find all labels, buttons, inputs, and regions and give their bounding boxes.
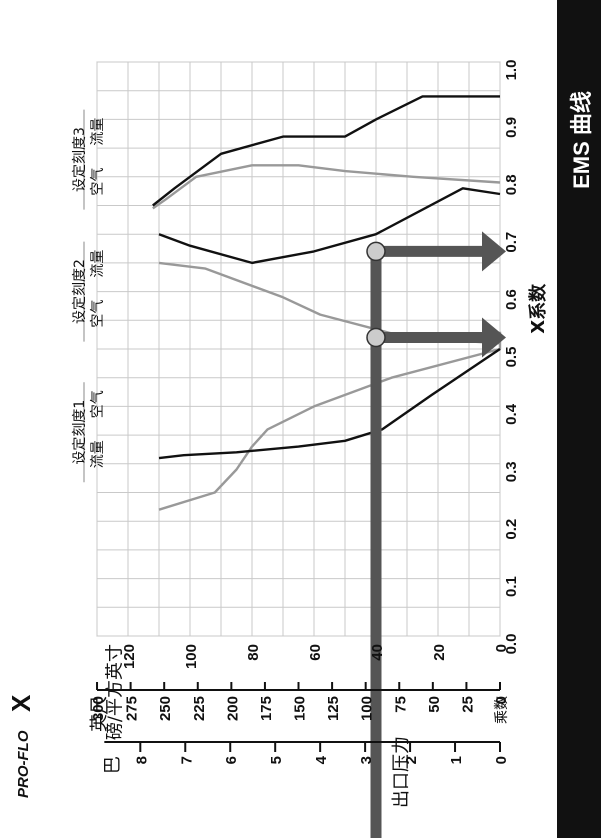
annotation-label-b: 空气 <box>90 390 106 418</box>
brand-logo: PRO-FLO X <box>6 694 36 798</box>
annotation-setting: 设定刻度1 <box>72 400 88 465</box>
feet-tick-label: 175 <box>258 696 275 721</box>
bar-tick-label: 2 <box>403 756 420 764</box>
feet-tick-label: 50 <box>426 696 443 713</box>
chart-title: EMS 曲线 <box>569 91 594 189</box>
feet-tick-label: 75 <box>392 696 409 713</box>
bar-axis-title: 巴 <box>102 756 123 774</box>
annotation-setting: 设定刻度2 <box>72 259 88 324</box>
y-tick-label: 100 <box>183 644 200 669</box>
multiplier-label: 乘数 <box>494 696 510 724</box>
title-bar-background <box>557 0 601 838</box>
x-tick-label: 0.0 <box>503 634 520 655</box>
bar-tick-label: 8 <box>133 756 150 764</box>
series-line-5 <box>152 164 501 210</box>
bar-tick-label: 7 <box>178 756 195 764</box>
annotation-label-b: 流量 <box>90 118 106 146</box>
feet-axis-title: 英尺 <box>89 696 110 732</box>
y-tick-label: 80 <box>245 644 262 661</box>
example-point-2 <box>366 241 386 262</box>
bar-tick-label: 4 <box>313 755 330 764</box>
series-line-2 <box>158 348 501 460</box>
x-tick-label: 0.1 <box>503 576 520 597</box>
feet-tick-label: 300 <box>90 696 107 721</box>
x-tick-label: 0.7 <box>503 232 520 253</box>
y-axis-title: 磅/平方英寸 <box>105 644 126 740</box>
brand-name: PRO-FLO <box>15 730 32 798</box>
series-line-1 <box>158 331 502 511</box>
annotation-label-b: 流量 <box>90 250 106 278</box>
x-tick-label: 0.2 <box>503 519 520 540</box>
x-tick-label: 0.3 <box>503 461 520 482</box>
feet-tick-label: 250 <box>157 696 174 721</box>
x-tick-label: 0.5 <box>503 347 520 368</box>
example-point-1 <box>366 327 386 348</box>
annotation-label-a: 空气 <box>90 168 106 196</box>
y-tick-label: 0 <box>493 644 510 652</box>
x-tick-label: 1.0 <box>503 60 520 81</box>
series-line-6 <box>152 95 500 207</box>
bar-tick-label: 5 <box>268 756 285 764</box>
example-arrow-head-1 <box>482 317 506 358</box>
feet-tick-label: 150 <box>292 696 309 721</box>
axes: 0.00.10.20.30.40.50.60.70.80.91.0X系数0204… <box>89 60 549 808</box>
plot-area <box>96 61 506 838</box>
annotation-label-a: 流量 <box>90 440 106 468</box>
feet-tick-label: 225 <box>191 696 208 721</box>
y-tick-label: 120 <box>121 644 138 669</box>
y-tick-label: 20 <box>431 644 448 661</box>
y-tick-label: 40 <box>369 644 386 661</box>
feet-tick-label: 200 <box>224 696 241 721</box>
feet-tick-label: 0 <box>493 696 510 704</box>
x-tick-label: 0.4 <box>503 403 520 425</box>
setting-annotation-1: 设定刻度1 流量 空气 <box>72 382 106 483</box>
bar-tick-label: 6 <box>223 756 240 764</box>
title-bar: EMS 曲线 <box>557 0 601 838</box>
feet-tick-label: 275 <box>124 696 141 721</box>
bar-tick-label: 0 <box>493 756 510 764</box>
bar-tick-label: 1 <box>448 756 465 764</box>
series-line-4 <box>158 187 501 265</box>
setting-annotation-2: 设定刻度2 空气 流量 <box>72 241 106 342</box>
x-tick-label: 0.9 <box>503 117 520 138</box>
brand-mark: X <box>6 694 36 712</box>
feet-tick-label: 125 <box>325 696 342 721</box>
x-axis-title: X系数 <box>527 283 549 334</box>
feet-tick-label: 100 <box>359 696 376 721</box>
outlet-pressure-label: 出口压力 <box>391 736 412 808</box>
x-tick-label: 0.6 <box>503 289 520 310</box>
x-tick-label: 0.8 <box>503 174 520 195</box>
annotation-setting: 设定刻度3 <box>72 127 88 192</box>
bar-tick-label: 3 <box>358 756 375 764</box>
y-tick-label: 60 <box>307 644 324 661</box>
example-arrow-head-2 <box>482 231 506 272</box>
setting-annotation-3: 设定刻度3 空气 流量 <box>72 109 106 210</box>
annotation-label-a: 空气 <box>90 300 106 328</box>
feet-tick-label: 25 <box>459 696 476 713</box>
